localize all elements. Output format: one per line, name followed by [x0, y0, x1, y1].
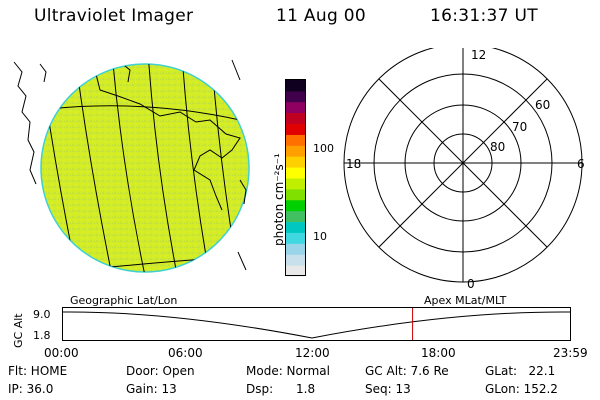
colorbar-segment: [286, 254, 305, 266]
colorbar-segment: [286, 221, 305, 233]
orbit-altitude-timeline: [62, 307, 572, 341]
timeline-x-tick: 00:00: [44, 346, 79, 360]
mlt-label-18: 18: [346, 157, 362, 171]
mlt-label-6: 6: [577, 157, 585, 171]
instrument-title: Ultraviolet Imager: [34, 6, 194, 26]
geographic-longitude: GLon: 152.2: [485, 382, 558, 396]
timeline-y-axis-label: GC Alt: [12, 313, 25, 348]
colorbar-segment: [286, 232, 305, 244]
longitude-line: [231, 59, 241, 81]
mlat-label-60: 60: [535, 98, 551, 112]
observation-time: 16:31:37 UT: [430, 6, 538, 26]
longitude-line: [237, 251, 247, 271]
geographic-label: Geographic Lat/Lon: [70, 294, 178, 307]
colorbar-segment: [286, 188, 305, 201]
colorbar-segment: [286, 265, 305, 277]
longitude-line: [111, 64, 149, 272]
colorbar-tick-100: 100: [313, 142, 334, 155]
colorbar-segment: [286, 134, 305, 146]
colorbar-unit-label: photon cm⁻²s⁻¹: [272, 153, 286, 246]
colorbar-segment: [286, 145, 305, 157]
colorbar-segment: [286, 123, 305, 135]
colorbar-segment: [286, 80, 305, 92]
latitude-line: [41, 105, 241, 121]
flight-status: Flt: HOME: [8, 364, 68, 378]
colorbar-segment: [286, 101, 305, 114]
timeline-x-tick: 23:59: [553, 346, 588, 360]
colorbar-segment: [286, 243, 305, 255]
timeline-x-tick: 18:00: [421, 346, 456, 360]
colorbar-segment: [286, 90, 305, 103]
mlt-label-12: 12: [471, 48, 487, 62]
colorbar-segment: [286, 112, 305, 125]
geographic-latitude: GLat: 22.1: [485, 364, 556, 378]
colorbar-segment: [286, 167, 305, 179]
timeline-y-tick-bottom: 1.8: [33, 329, 51, 342]
mlt-label-0: 0: [467, 277, 475, 291]
colorbar-segment: [286, 156, 305, 168]
coastline: [39, 63, 47, 83]
colorbar-segment: [286, 199, 305, 212]
longitude-line: [147, 64, 181, 272]
observation-date: 11 Aug 00: [276, 6, 366, 26]
door-status: Door: Open: [126, 364, 195, 378]
polar-mlat-mlt-plot: [343, 48, 583, 283]
altitude-curve: [62, 311, 572, 339]
colorbar-segment: [286, 210, 305, 223]
colorbar-segment: [286, 178, 305, 190]
colorbar-tick-10: 10: [313, 230, 327, 243]
earth-disk: [40, 63, 250, 273]
ip-value: IP: 36.0: [8, 382, 54, 396]
coastline: [239, 179, 247, 205]
gc-altitude: GC Alt: 7.6 Re: [365, 364, 449, 378]
dsp-value: Dsp: 1.8: [246, 382, 316, 396]
coastline: [13, 61, 37, 185]
timeline-y-tick-top: 9.0: [33, 308, 51, 321]
gain-value: Gain: 13: [126, 382, 177, 396]
timeline-x-tick: 12:00: [295, 346, 330, 360]
mode-status: Mode: Normal: [246, 364, 330, 378]
mlat-label-70: 70: [512, 120, 528, 134]
timeline-x-tick: 06:00: [168, 346, 203, 360]
mlat-label-80: 80: [490, 140, 506, 154]
intensity-colorbar: [285, 79, 306, 277]
apex-label: Apex MLat/MLT: [424, 294, 507, 307]
sequence-number: Seq: 13: [365, 382, 411, 396]
